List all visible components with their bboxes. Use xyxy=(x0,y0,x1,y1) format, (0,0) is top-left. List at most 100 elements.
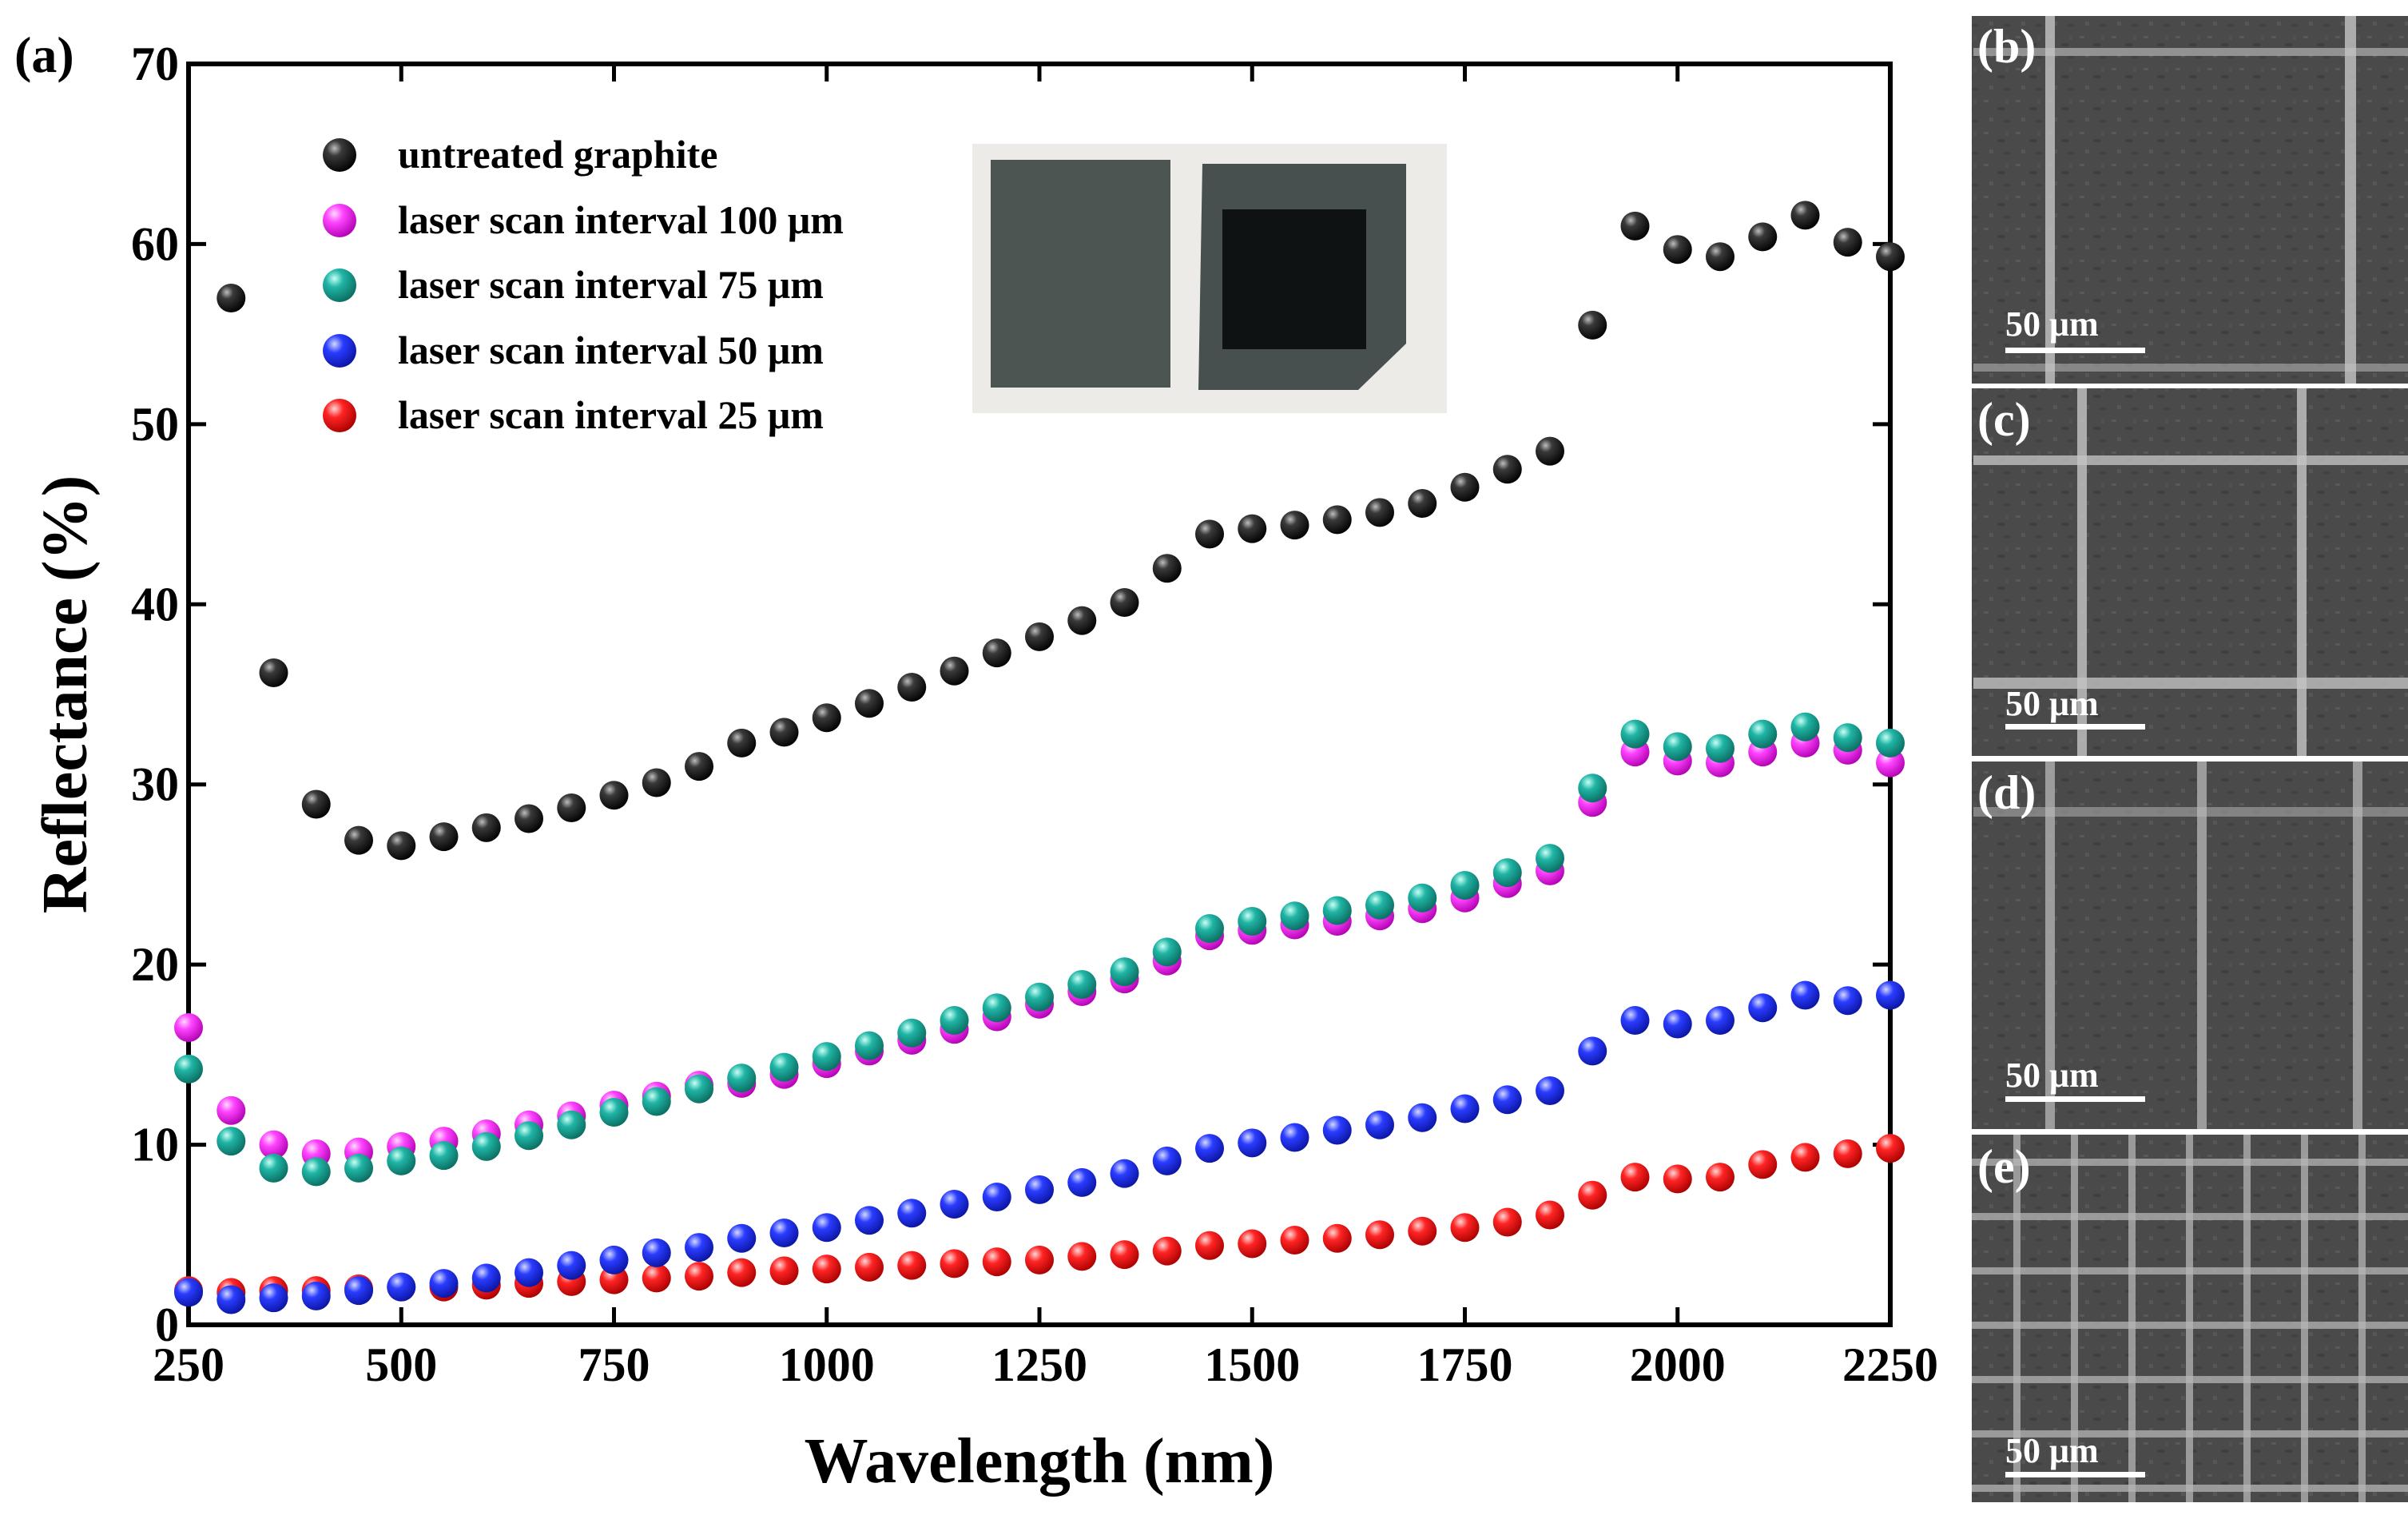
point-25um xyxy=(1706,1163,1734,1192)
data-points xyxy=(174,201,1905,1314)
point-25um xyxy=(1748,1150,1778,1179)
point-75um xyxy=(685,1074,713,1103)
point-untreated xyxy=(1706,242,1734,272)
point-50um xyxy=(1067,1167,1097,1197)
point-75um xyxy=(344,1153,373,1183)
sem-e-grid-line xyxy=(2071,1135,2078,1502)
point-75um xyxy=(1195,914,1224,944)
point-untreated xyxy=(1408,489,1437,519)
point-50um xyxy=(1663,1009,1692,1039)
point-untreated xyxy=(429,822,459,852)
point-50um xyxy=(1365,1110,1394,1139)
point-75um xyxy=(515,1121,543,1151)
point-75um xyxy=(1365,890,1394,920)
point-50um xyxy=(1833,986,1862,1016)
x-tick-label: 1750 xyxy=(1417,1338,1513,1391)
point-75um xyxy=(855,1031,884,1060)
point-25um xyxy=(642,1263,671,1293)
point-100um xyxy=(1876,748,1905,777)
legend-marker-50um xyxy=(323,334,356,368)
point-25um xyxy=(1280,1226,1309,1255)
panel-label-b: (b) xyxy=(1977,20,2036,73)
point-25um xyxy=(1152,1236,1182,1266)
point-untreated xyxy=(557,793,586,823)
point-75um xyxy=(642,1087,671,1116)
point-100um xyxy=(259,1130,288,1159)
point-untreated xyxy=(1280,511,1309,540)
y-tick-label: 50 xyxy=(131,398,179,451)
point-25um xyxy=(1025,1245,1054,1274)
point-75um xyxy=(727,1064,757,1093)
point-50um xyxy=(1238,1128,1267,1158)
sem-e-grid-line xyxy=(2013,1135,2021,1502)
point-75um xyxy=(1876,728,1905,758)
legend-label-100um: laser scan interval 100 μm xyxy=(398,197,844,242)
point-50um xyxy=(685,1233,713,1263)
untreated-sample-photo xyxy=(991,160,1170,388)
legend-marker-untreated xyxy=(323,138,356,172)
scale-bar-label-d: 50 μm xyxy=(2005,1056,2099,1095)
point-75um xyxy=(217,1127,246,1156)
point-50um xyxy=(1492,1085,1522,1115)
point-50um xyxy=(217,1285,246,1314)
point-50um xyxy=(1748,993,1778,1023)
sem-panel-c: (c) 50 μm xyxy=(1972,388,2408,756)
point-untreated xyxy=(1450,472,1480,502)
point-50um xyxy=(1152,1146,1182,1175)
x-tick-label: 1500 xyxy=(1204,1338,1300,1391)
point-25um xyxy=(1238,1229,1267,1259)
point-50um xyxy=(429,1269,459,1298)
point-untreated xyxy=(1025,622,1054,651)
point-50um xyxy=(769,1219,799,1248)
point-untreated xyxy=(727,728,757,758)
point-50um xyxy=(1620,1006,1650,1036)
point-25um xyxy=(1876,1134,1905,1163)
sem-e-grid-line xyxy=(2128,1135,2136,1502)
point-25um xyxy=(1833,1139,1862,1168)
y-axis-ticks: 0 10 20 30 40 50 60 70 xyxy=(131,38,1890,1351)
point-100um xyxy=(217,1096,246,1125)
point-untreated xyxy=(642,768,671,797)
point-50um xyxy=(1322,1115,1352,1145)
legend-label-50um: laser scan interval 50 μm xyxy=(398,328,824,372)
legend-label-75um: laser scan interval 75 μm xyxy=(398,262,824,307)
point-untreated xyxy=(1067,606,1097,635)
point-untreated xyxy=(1536,436,1564,466)
point-25um xyxy=(727,1258,757,1287)
y-tick-label: 0 xyxy=(155,1298,179,1351)
point-75um xyxy=(1790,712,1820,742)
point-50um xyxy=(897,1199,927,1228)
point-25um xyxy=(599,1265,629,1294)
sem-e-grid-line xyxy=(2358,1135,2366,1502)
point-75um xyxy=(897,1018,927,1048)
point-50um xyxy=(174,1278,203,1307)
scale-bar-label-b: 50 μm xyxy=(2005,304,2099,344)
point-25um xyxy=(1790,1143,1820,1172)
point-untreated xyxy=(471,813,501,842)
point-untreated xyxy=(940,656,969,686)
point-75um xyxy=(1833,723,1862,753)
x-tick-label: 2000 xyxy=(1630,1338,1726,1391)
point-untreated xyxy=(1238,514,1267,543)
point-75um xyxy=(301,1157,331,1187)
point-50um xyxy=(301,1281,331,1310)
y-axis-label: Reflectance (%) xyxy=(30,475,101,914)
scale-bar-b xyxy=(2005,348,2145,353)
point-50um xyxy=(599,1245,629,1274)
point-untreated xyxy=(387,831,416,861)
point-untreated xyxy=(259,658,288,687)
point-untreated xyxy=(1663,235,1692,264)
y-tick-label: 40 xyxy=(131,578,179,630)
point-untreated xyxy=(515,804,543,833)
point-75um xyxy=(1110,957,1139,987)
point-50um xyxy=(1578,1036,1607,1066)
point-untreated xyxy=(982,638,1011,668)
point-75um xyxy=(769,1052,799,1082)
point-75um xyxy=(1748,719,1778,749)
point-100um xyxy=(174,1013,203,1043)
point-untreated xyxy=(344,825,373,855)
point-25um xyxy=(1067,1242,1097,1271)
point-25um xyxy=(1536,1200,1564,1230)
sem-e-grid-line xyxy=(1972,1430,2408,1437)
